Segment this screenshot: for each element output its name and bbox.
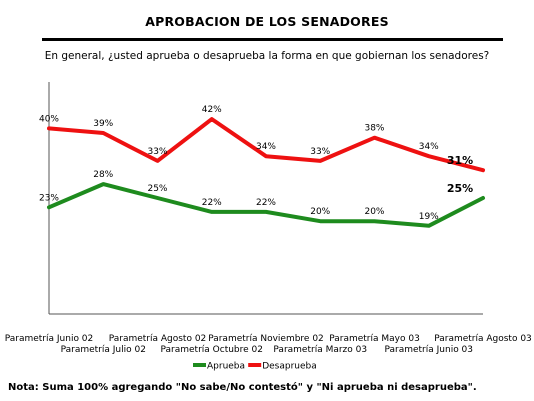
chart-subtitle: En general, ¿usted aprueba o desaprueba … — [44, 50, 490, 62]
x-tick-label: Parametría Junio 02 — [5, 334, 94, 344]
x-tick-label: Parametría Marzo 03 — [273, 345, 367, 355]
x-tick-label: Parametría Junio 03 — [384, 345, 473, 355]
data-label-aprueba: 19% — [419, 212, 439, 222]
x-tick-label: Parametría Julio 02 — [61, 345, 146, 355]
data-label-aprueba: 25% — [447, 182, 473, 195]
data-label-desaprueba: 40% — [39, 114, 59, 124]
data-label-desaprueba: 42% — [202, 105, 222, 115]
data-label-aprueba: 20% — [364, 207, 384, 217]
data-label-desaprueba: 31% — [447, 154, 473, 167]
series-line-desaprueba — [47, 117, 485, 173]
data-label-desaprueba: 34% — [256, 142, 276, 152]
legend-swatch-aprueba — [193, 363, 206, 367]
title-divider — [42, 38, 503, 41]
data-label-aprueba: 22% — [256, 198, 276, 208]
data-label-desaprueba: 33% — [310, 147, 330, 157]
x-tick-label: Parametría Mayo 03 — [329, 334, 420, 344]
chart-title: APROBACION DE LOS SENADORES — [145, 14, 389, 29]
legend-label-desaprueba: Desaprueba — [262, 362, 317, 372]
data-label-desaprueba: 38% — [364, 124, 384, 134]
legend-label-aprueba: Aprueba — [207, 362, 245, 372]
data-label-desaprueba: 34% — [419, 142, 439, 152]
data-label-aprueba: 25% — [147, 184, 167, 194]
data-label-aprueba: 28% — [93, 170, 113, 180]
data-label-aprueba: 22% — [202, 198, 222, 208]
series-line-aprueba — [47, 182, 485, 228]
data-label-desaprueba: 33% — [147, 147, 167, 157]
x-tick-label: Parametría Noviembre 02 — [208, 334, 324, 344]
legend-swatch-desaprueba — [248, 363, 262, 367]
data-label-desaprueba: 39% — [93, 119, 113, 129]
x-tick-label: Parametría Octubre 02 — [161, 345, 264, 355]
footnote: Nota: Suma 100% agregando "No sabe/No co… — [8, 382, 477, 393]
x-tick-label: Parametría Agosto 03 — [434, 334, 532, 344]
data-label-aprueba: 20% — [310, 207, 330, 217]
data-label-aprueba: 23% — [39, 193, 59, 203]
x-tick-label: Parametría Agosto 02 — [109, 334, 207, 344]
